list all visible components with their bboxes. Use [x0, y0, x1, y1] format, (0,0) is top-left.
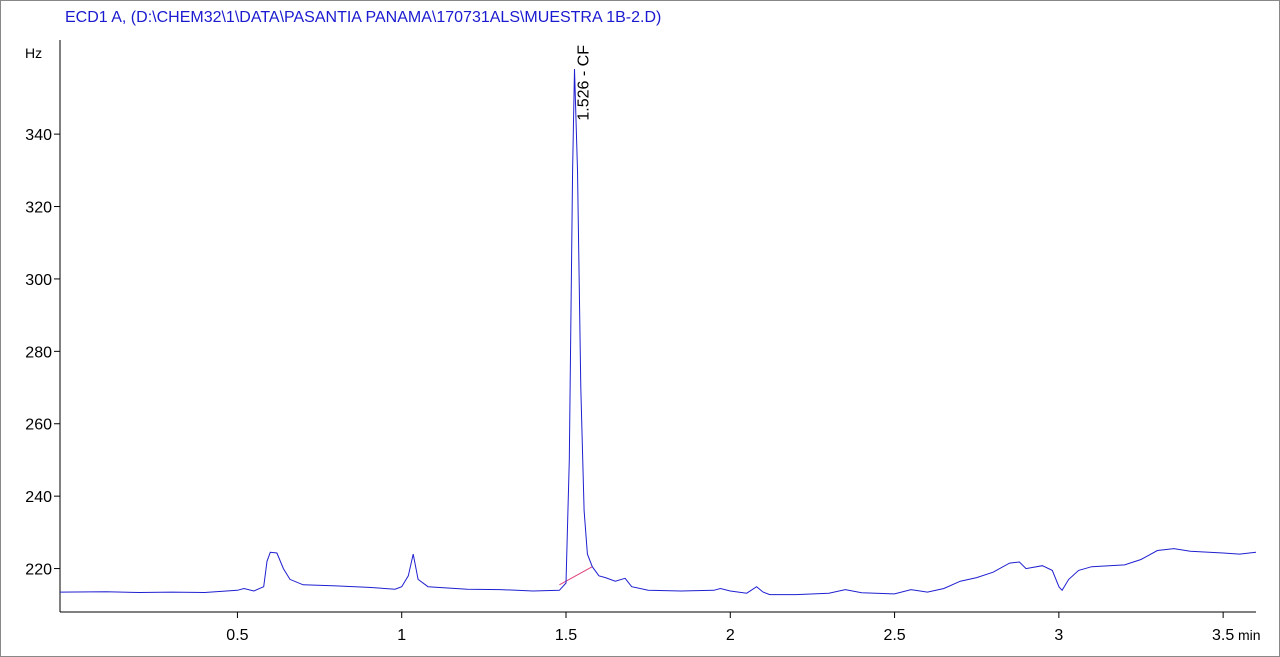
peak-annotation: 1.526 - CF	[576, 45, 593, 121]
x-tick-label: 2	[726, 627, 735, 644]
signal-line	[59, 68, 1257, 596]
x-tick-label: 1	[397, 627, 406, 644]
x-tick-label: 3	[1054, 627, 1063, 644]
x-unit: min	[1238, 627, 1261, 643]
y-tick-label: 320	[25, 200, 52, 217]
y-tick-label: 300	[25, 272, 52, 289]
y-tick-label: 220	[25, 562, 52, 579]
x-tick-label: 2.5	[883, 627, 905, 644]
baseline	[559, 566, 593, 586]
x-tick-label: 1.5	[555, 627, 577, 644]
y-tick-label: 340	[25, 127, 52, 144]
x-tick-label: 3.5	[1212, 627, 1234, 644]
y-tick-label: 260	[25, 417, 52, 434]
y-unit: Hz	[25, 45, 42, 61]
chart-title: ECD1 A, (D:\CHEM32\1\DATA\PASANTIA PANAM…	[65, 9, 661, 26]
x-tick-label: 0.5	[226, 627, 248, 644]
y-tick-label: 240	[25, 489, 52, 506]
y-tick-label: 280	[25, 344, 52, 361]
